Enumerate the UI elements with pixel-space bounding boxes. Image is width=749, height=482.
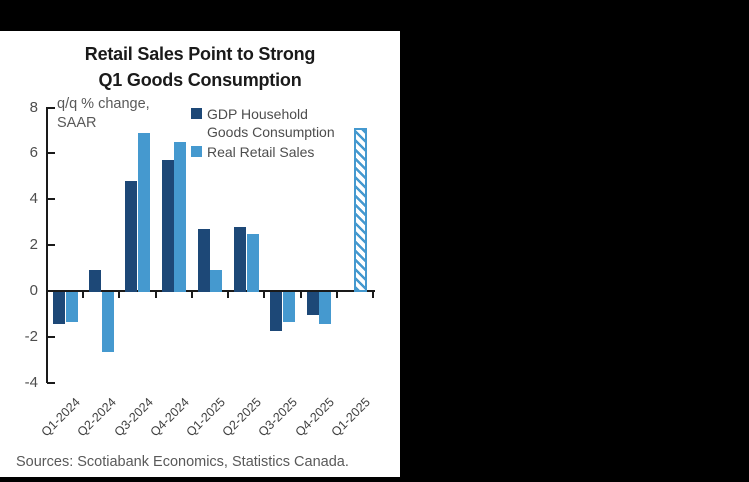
- bar-real-retail-sales-q4-2024: [174, 141, 187, 292]
- x-tick-mark: [190, 291, 193, 298]
- bar-gdp-household-goods-consumption-q1-2024: [53, 292, 65, 325]
- y-tick-label: 6: [29, 144, 38, 162]
- legend-label-gdp: GDP Household Goods Consumption: [207, 106, 335, 140]
- y-tick-mark: [47, 290, 55, 292]
- bar-gdp-household-goods-consumption-q3-2024: [125, 180, 138, 292]
- y-tick-mark: [47, 106, 55, 109]
- x-tick-mark: [82, 291, 85, 298]
- x-tick-mark: [154, 291, 157, 298]
- y-tick-mark: [47, 335, 55, 338]
- bar-gdp-household-goods-consumption-q4-2025: [306, 292, 319, 315]
- bar-real-retail-sales-q2-2024: [101, 292, 114, 352]
- bar-gdp-household-goods-consumption-q1-2025: [197, 229, 210, 292]
- legend-item-gdp: GDP Household Goods Consumption: [191, 105, 343, 141]
- x-tick-mark: [118, 291, 121, 298]
- axis-unit-line1: q/q % change,: [57, 96, 150, 112]
- bar-gdp-household-goods-consumption-q2-2024: [89, 270, 102, 292]
- legend-swatch-gdp: [191, 108, 202, 119]
- y-tick-label: 0: [29, 282, 38, 299]
- chart-title: Retail Sales Point to Strong Q1 Goods Co…: [0, 41, 400, 93]
- chart-panel: Retail Sales Point to Strong Q1 Goods Co…: [0, 31, 400, 477]
- bar-real-retail-sales-q1-2025: [210, 270, 223, 292]
- chart-title-line2: Q1 Goods Consumption: [98, 70, 302, 90]
- y-tick-mark: [47, 152, 55, 155]
- chart-title-line1: Retail Sales Point to Strong: [84, 44, 316, 64]
- x-tick-mark: [372, 291, 374, 298]
- y-tick-label: -4: [24, 373, 38, 391]
- x-tick-mark: [227, 291, 230, 298]
- y-tick-label: 2: [29, 236, 38, 254]
- axis-unit-annotation: q/q % change, SAAR: [57, 95, 150, 133]
- bar-gdp-household-goods-consumption-q4-2024: [161, 160, 174, 292]
- bar-real-retail-sales-q2-2025: [246, 233, 259, 292]
- bar-real-retail-sales-q3-2024: [137, 132, 150, 292]
- legend-item-retail: Real Retail Sales: [191, 143, 343, 161]
- bar-real-retail-sales-q3-2025: [282, 292, 295, 322]
- bar-gdp-household-goods-consumption-q3-2025: [270, 292, 283, 331]
- y-tick-mark: [47, 244, 55, 247]
- y-tick-label: -2: [24, 327, 38, 345]
- x-tick-mark: [263, 291, 266, 298]
- bar-real-retail-sales-q1-2024: [65, 292, 78, 322]
- plot-area: 8 6 4 2 0 -2 -4 Q1-2024 Q2-2024 Q3-2024 Q4-2024 Q1-…: [0, 31, 400, 477]
- legend: GDP Household Goods Consumption Real Ret…: [191, 105, 343, 161]
- y-tick-mark: [47, 381, 55, 384]
- axis-unit-line2: SAAR: [57, 115, 97, 131]
- source-note: Sources: Scotiabank Economics, Statistic…: [16, 454, 349, 470]
- x-tick-mark: [335, 291, 338, 298]
- bar-real-retail-sales-q4-2025: [319, 292, 332, 325]
- x-tick-mark: [299, 291, 302, 298]
- legend-label-retail: Real Retail Sales: [207, 144, 315, 160]
- y-tick-label: 4: [29, 190, 38, 208]
- y-tick-mark: [47, 198, 55, 201]
- y-tick-label: 8: [29, 98, 38, 116]
- bar-gdp-household-goods-consumption-q2-2025: [234, 226, 247, 292]
- bar-real-retail-sales-q1-2025: [353, 128, 367, 292]
- legend-swatch-retail: [191, 146, 202, 157]
